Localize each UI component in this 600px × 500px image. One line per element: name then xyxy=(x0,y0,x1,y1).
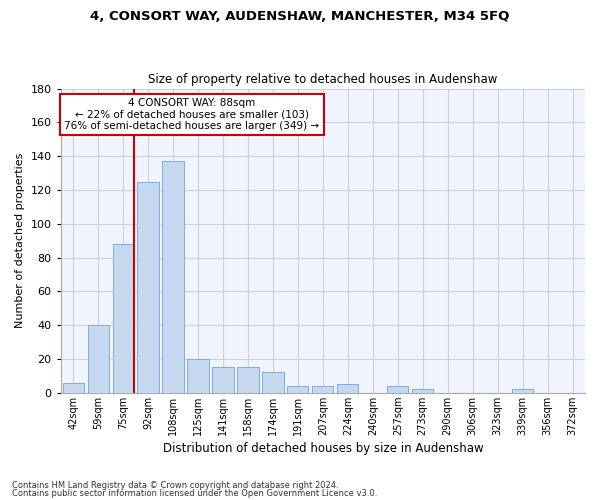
Bar xyxy=(163,161,184,393)
X-axis label: Distribution of detached houses by size in Audenshaw: Distribution of detached houses by size … xyxy=(163,442,483,455)
Bar xyxy=(62,382,84,393)
Bar xyxy=(262,372,284,393)
Text: 4 CONSORT WAY: 88sqm
← 22% of detached houses are smaller (103)
76% of semi-deta: 4 CONSORT WAY: 88sqm ← 22% of detached h… xyxy=(64,98,319,131)
Bar xyxy=(137,182,159,393)
Title: Size of property relative to detached houses in Audenshaw: Size of property relative to detached ho… xyxy=(148,73,497,86)
Bar xyxy=(187,359,209,393)
Bar xyxy=(88,325,109,393)
Bar xyxy=(337,384,358,393)
Bar xyxy=(238,368,259,393)
Bar xyxy=(387,386,409,393)
Bar xyxy=(412,390,433,393)
Bar xyxy=(212,368,233,393)
Bar xyxy=(113,244,134,393)
Text: Contains public sector information licensed under the Open Government Licence v3: Contains public sector information licen… xyxy=(12,488,377,498)
Bar xyxy=(312,386,334,393)
Text: Contains HM Land Registry data © Crown copyright and database right 2024.: Contains HM Land Registry data © Crown c… xyxy=(12,481,338,490)
Text: 4, CONSORT WAY, AUDENSHAW, MANCHESTER, M34 5FQ: 4, CONSORT WAY, AUDENSHAW, MANCHESTER, M… xyxy=(91,10,509,23)
Bar xyxy=(287,386,308,393)
Y-axis label: Number of detached properties: Number of detached properties xyxy=(15,153,25,328)
Bar xyxy=(512,390,533,393)
